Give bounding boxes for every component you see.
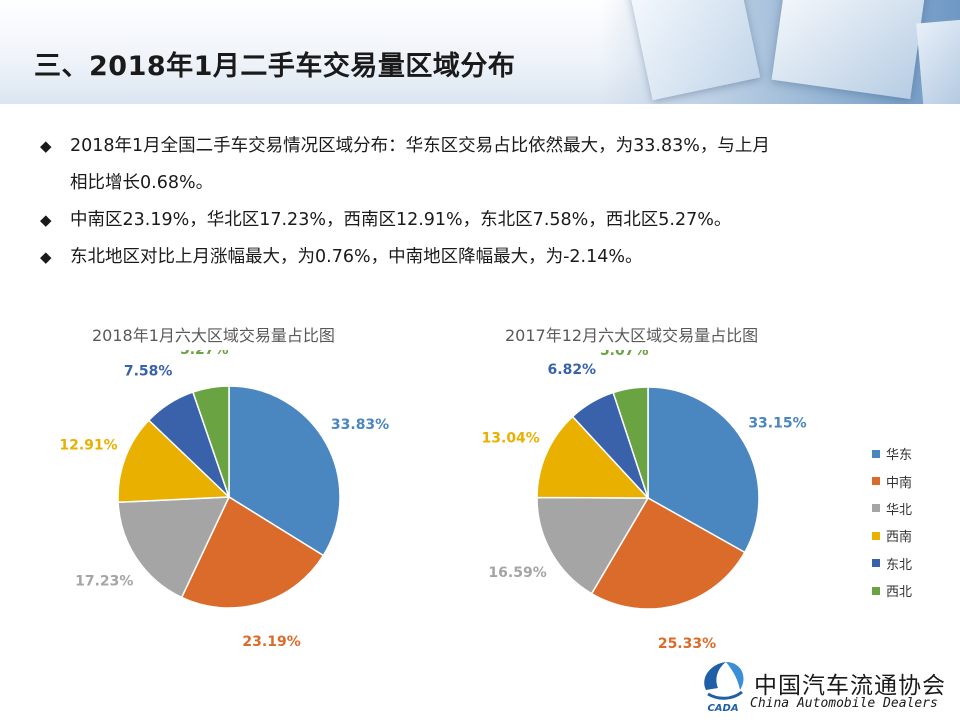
bullet-item: ◆ 东北地区对比上月涨幅最大，为0.76%，中南地区降幅最大，为-2.14%。 [40,239,930,276]
pie-slice-华北 [536,496,650,595]
legend-swatch [872,531,880,540]
legend-item: 华北 [872,495,912,522]
pie-slice-华北 [117,496,231,599]
cada-emblem-icon: CADA [704,662,744,714]
bullet-text: 中南区23.19%，华北区17.23%，西南区12.91%，东北区7.58%，西… [70,210,732,230]
legend-label: 华东 [886,448,913,464]
chart-title-dec-2017: 2017年12月六大区域交易量占比图 [505,326,759,345]
chart-legend: 华东 中南 华北 西南 东北 西北 [872,440,912,604]
data-label-中南: 25.33% [658,636,716,650]
legend-item: 华东 [872,440,912,467]
data-label-西北: 5.07% [600,350,649,359]
data-label-西南: 12.91% [59,437,117,453]
pie-slice-西南 [117,419,231,504]
organization-logo: CADA 中国汽车流通协会 China Automobile Dealers [694,652,954,716]
header-cube-decoration [916,16,960,104]
diamond-bullet-icon: ◆ [40,137,52,155]
chart-title-jan-2018: 2018年1月六大区域交易量占比图 [92,326,335,345]
legend-item: 西南 [872,522,912,549]
diamond-bullet-icon: ◆ [40,248,52,266]
pie-slice-中南 [590,496,746,610]
pie-slice-西北 [191,385,230,498]
pie-slice-华东 [228,385,341,557]
legend-swatch [872,449,880,458]
data-label-华北: 17.23% [75,573,133,589]
pie-slice-西北 [612,386,649,499]
legend-swatch [872,504,880,513]
bullet-list: ◆ 2018年1月全国二手车交易情况区域分布：华东区交易占比依然最大，为33.8… [40,128,930,276]
slide-header: 三、2018年1月二手车交易量区域分布 [0,0,960,104]
legend-label: 东北 [886,557,913,573]
legend-label: 西南 [886,530,913,546]
data-label-西北: 5.27% [180,350,229,358]
bullet-text: 2018年1月全国二手车交易情况区域分布：华东区交易占比依然最大，为33.83%… [70,136,770,156]
bullet-text: 东北地区对比上月涨幅最大，为0.76%，中南地区降幅最大，为-2.14%。 [70,247,643,267]
legend-item: 东北 [872,550,912,577]
pie-slice-中南 [180,495,325,609]
logo-name-cn: 中国汽车流通协会 [754,673,946,699]
legend-swatch [872,586,880,595]
data-label-东北: 7.58% [124,364,173,380]
page-title: 三、2018年1月二手车交易量区域分布 [34,51,516,82]
legend-swatch [872,559,880,568]
logo-badge-text: CADA [707,703,738,714]
data-label-东北: 6.82% [548,362,597,378]
data-label-华北: 16.59% [488,565,546,581]
legend-item: 中南 [872,467,912,494]
bullet-item: ◆ 中南区23.19%，华北区17.23%，西南区12.91%，东北区7.58%… [40,202,930,239]
data-label-华东: 33.15% [748,415,806,431]
data-label-中南: 23.19% [242,634,300,650]
legend-label: 华北 [886,502,913,518]
legend-item: 西北 [872,577,912,604]
pie-chart-jan-2018: 33.83% 23.19% 17.23% 12.91% 7.58% 5.27% [59,350,389,650]
diamond-bullet-icon: ◆ [40,211,52,229]
data-label-华东: 33.83% [331,417,389,433]
legend-label: 西北 [886,585,913,601]
bullet-text-continued: 相比增长0.68%。 [70,173,214,193]
legend-label: 中南 [886,475,913,491]
legend-swatch [872,477,880,486]
pie-chart-dec-2017: 33.15% 25.33% 16.59% 13.04% 6.82%5.07% [482,350,807,650]
bullet-item: ◆ 2018年1月全国二手车交易情况区域分布：华东区交易占比依然最大，为33.8… [40,128,930,202]
data-label-西南: 13.04% [482,431,540,447]
logo-name-en: China Automobile Dealers [750,696,938,711]
pie-slice-华东 [647,386,760,554]
pie-slice-西南 [536,415,650,499]
